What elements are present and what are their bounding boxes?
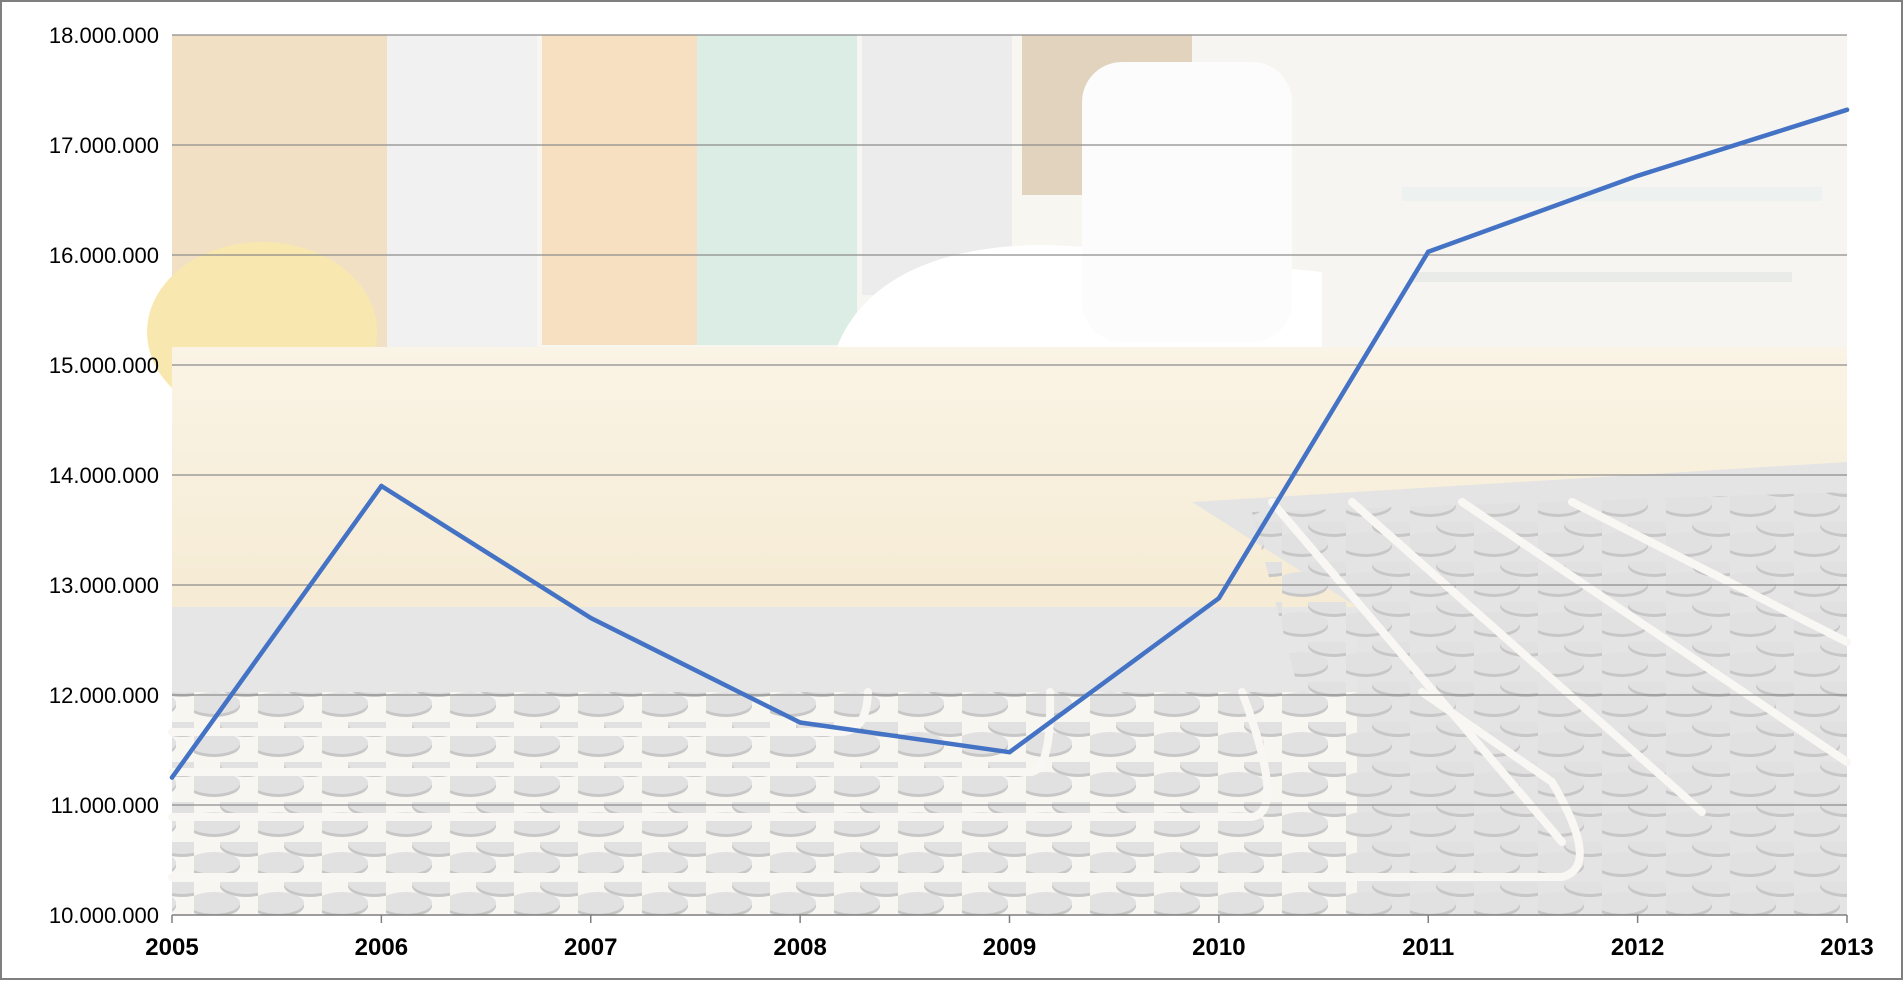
y-tick-label: 14.000.000 <box>49 463 159 488</box>
data-point <box>1635 173 1640 178</box>
series-lines <box>169 107 1850 780</box>
data-point <box>1844 107 1850 113</box>
data-point <box>588 615 593 621</box>
x-tick-label: 2005 <box>145 934 198 961</box>
gridlines <box>172 34 1847 806</box>
data-point <box>797 720 803 725</box>
y-tick-label: 17.000.000 <box>49 133 159 158</box>
y-tick-label: 10.000.000 <box>49 903 159 928</box>
x-tick-label: 2010 <box>1192 934 1245 961</box>
y-tick-label: 12.000.000 <box>49 683 159 708</box>
y-tick-label: 13.000.000 <box>49 573 159 598</box>
data-point <box>1216 596 1222 601</box>
y-tick-label: 15.000.000 <box>49 353 159 378</box>
x-tick-label: 2011 <box>1402 934 1454 961</box>
x-tick-label: 2008 <box>773 934 826 961</box>
y-axis-tick-labels: 10.000.000 11.000.000 12.000.000 13.000.000… <box>49 23 159 928</box>
data-point <box>1426 249 1431 254</box>
data-point <box>169 775 175 780</box>
x-tick-label: 2013 <box>1820 934 1873 961</box>
data-point <box>379 483 384 489</box>
y-tick-label: 11.000.000 <box>51 793 159 818</box>
x-tick-label: 2012 <box>1611 934 1664 961</box>
x-tick-label: 2009 <box>983 934 1036 961</box>
x-tick-label: 2006 <box>355 934 408 961</box>
y-tick-label: 16.000.000 <box>49 243 159 268</box>
x-tick-label: 2007 <box>564 934 617 961</box>
data-point <box>1007 750 1012 755</box>
x-axis-tick-labels: 2005 2006 2007 2008 2009 2010 2011 2012 2013 <box>145 934 1873 961</box>
background-photo <box>147 35 1851 915</box>
axes <box>171 914 1848 923</box>
y-tick-label: 18.000.000 <box>49 23 159 48</box>
